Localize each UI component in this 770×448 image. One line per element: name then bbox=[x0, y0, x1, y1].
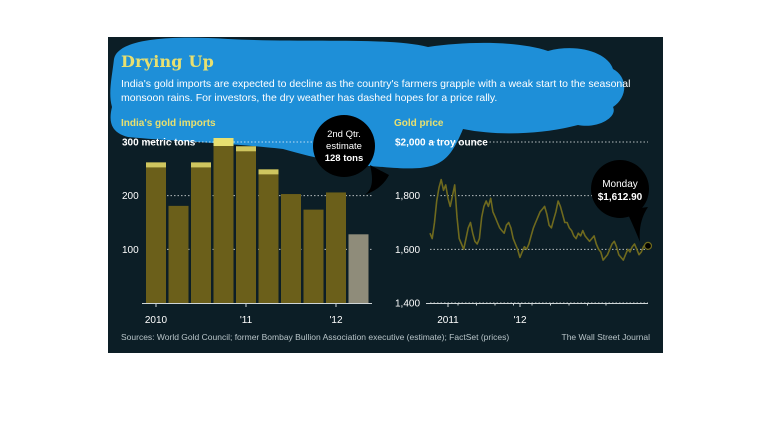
infographic-panel: Drying Up India's gold imports are expec… bbox=[108, 37, 663, 353]
estimate-callout-line: 128 tons bbox=[325, 153, 364, 164]
imports-y-tick-label: 300 metric tons bbox=[122, 138, 196, 149]
imports-bar bbox=[191, 162, 211, 303]
estimate-callout-line: 2nd Qtr. bbox=[327, 129, 361, 140]
imports-estimate-bar bbox=[348, 234, 369, 303]
imports-bar bbox=[168, 205, 189, 303]
estimate-callout-line: estimate bbox=[326, 141, 362, 152]
price-y-tick-label: 1,800 bbox=[395, 191, 420, 202]
price-y-tick-label: 1,400 bbox=[395, 299, 420, 310]
imports-bar-overflow bbox=[146, 162, 166, 168]
imports-bar bbox=[213, 142, 234, 303]
imports-bar bbox=[236, 146, 256, 303]
price-x-tick-label: 2011 bbox=[437, 315, 459, 326]
imports-bar-overflow bbox=[191, 162, 211, 168]
monday-callout-pointer bbox=[626, 207, 648, 242]
imports-y-tick-label: 200 bbox=[122, 191, 139, 202]
imports-bar-overflow bbox=[213, 138, 234, 146]
imports-x-tick-label: '11 bbox=[240, 315, 253, 326]
imports-x-tick-label: 2010 bbox=[145, 315, 168, 326]
imports-chart-title: India's gold imports bbox=[121, 118, 216, 129]
estimate-callout-bubble bbox=[313, 115, 375, 177]
monday-callout-bubble bbox=[591, 160, 649, 218]
price-x-tick-label: '12 bbox=[513, 315, 526, 326]
charts-canvas: 100 200 300 metric tons 2010 '11 '12 2nd Qtr.e… bbox=[122, 115, 653, 326]
highlight-blob bbox=[110, 37, 625, 169]
price-last-point bbox=[643, 241, 653, 250]
chart-title: Drying Up bbox=[121, 52, 215, 71]
imports-bar bbox=[303, 209, 324, 303]
price-series-line bbox=[429, 178, 649, 261]
imports-bar bbox=[258, 169, 279, 303]
imports-x-tick-label: '12 bbox=[329, 315, 342, 326]
imports-bar-overflow bbox=[258, 169, 279, 175]
monday-callout-line: Monday bbox=[602, 179, 638, 190]
credit-note: The Wall Street Journal bbox=[561, 332, 651, 342]
imports-bar-overflow bbox=[236, 146, 256, 152]
estimate-callout-pointer bbox=[364, 165, 389, 195]
price-y-tick-label: $2,000 a troy ounce bbox=[395, 138, 488, 149]
source-note: Sources: World Gold Council; former Bomb… bbox=[121, 332, 510, 342]
price-y-tick-label: 1,600 bbox=[395, 245, 420, 256]
highlight-overlay bbox=[110, 37, 625, 169]
chart-subtitle: India's gold imports are expected to dec… bbox=[121, 78, 631, 104]
imports-y-tick-label: 100 bbox=[122, 245, 139, 256]
imports-bar bbox=[281, 194, 301, 303]
monday-callout-line: $1,612.90 bbox=[598, 192, 643, 203]
price-chart-title: Gold price bbox=[394, 118, 444, 129]
imports-bar bbox=[146, 162, 166, 303]
imports-bar bbox=[326, 192, 346, 303]
